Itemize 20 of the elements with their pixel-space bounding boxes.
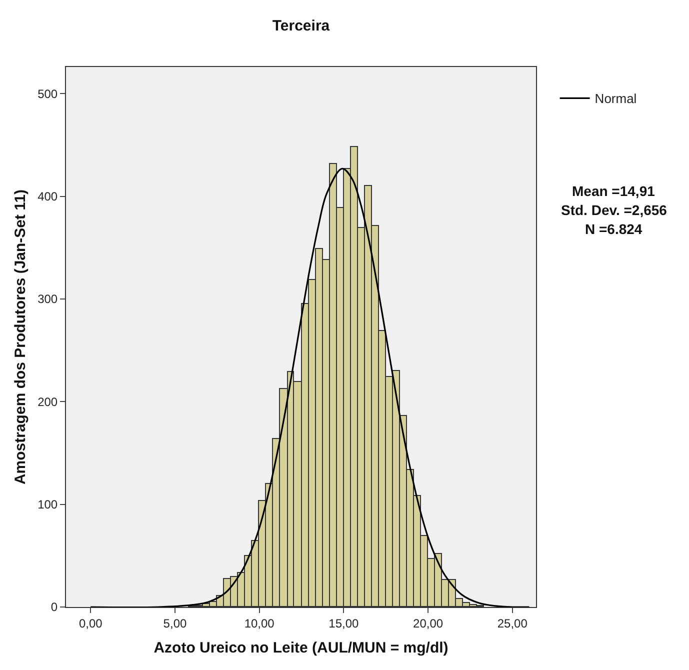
x-tick-label: 5,00 bbox=[163, 616, 187, 630]
x-tick-label: 0,00 bbox=[78, 616, 103, 630]
text: Mean =14,91 bbox=[572, 183, 656, 199]
x-tick-label: 20,00 bbox=[413, 616, 444, 630]
y-tick-label: 200 bbox=[38, 394, 58, 409]
y-tick-label: 400 bbox=[38, 190, 58, 204]
legend-label: Normal bbox=[594, 91, 637, 106]
x-tick-label: 25,00 bbox=[497, 616, 528, 630]
x-tick-label: 10,00 bbox=[244, 616, 275, 630]
x-tick-label: 15,00 bbox=[328, 616, 360, 630]
line-series bbox=[90, 168, 530, 607]
y-tick-label: 100 bbox=[38, 498, 58, 512]
chart-title: Terceira bbox=[272, 18, 330, 35]
x-axis-title: Azoto Ureico no Leite (AUL/MUN = mg/dl) bbox=[154, 639, 448, 656]
y-tick-label: 500 bbox=[38, 86, 58, 101]
y-tick-label: 0 bbox=[50, 600, 58, 614]
y-axis-title: Amostragem dos Produtores (Jan-Set 11) bbox=[12, 189, 29, 485]
text: Std. Dev. =2,656 bbox=[561, 202, 668, 218]
y-tick-label: 300 bbox=[38, 292, 58, 306]
text: N =6.824 bbox=[585, 221, 642, 237]
